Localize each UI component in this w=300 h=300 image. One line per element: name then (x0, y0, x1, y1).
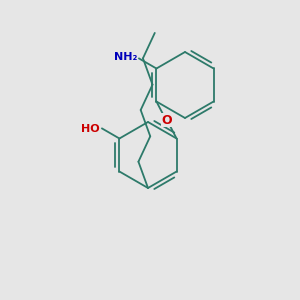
Text: NH₂: NH₂ (114, 52, 137, 62)
Text: HO: HO (82, 124, 100, 134)
Text: O: O (161, 113, 172, 127)
